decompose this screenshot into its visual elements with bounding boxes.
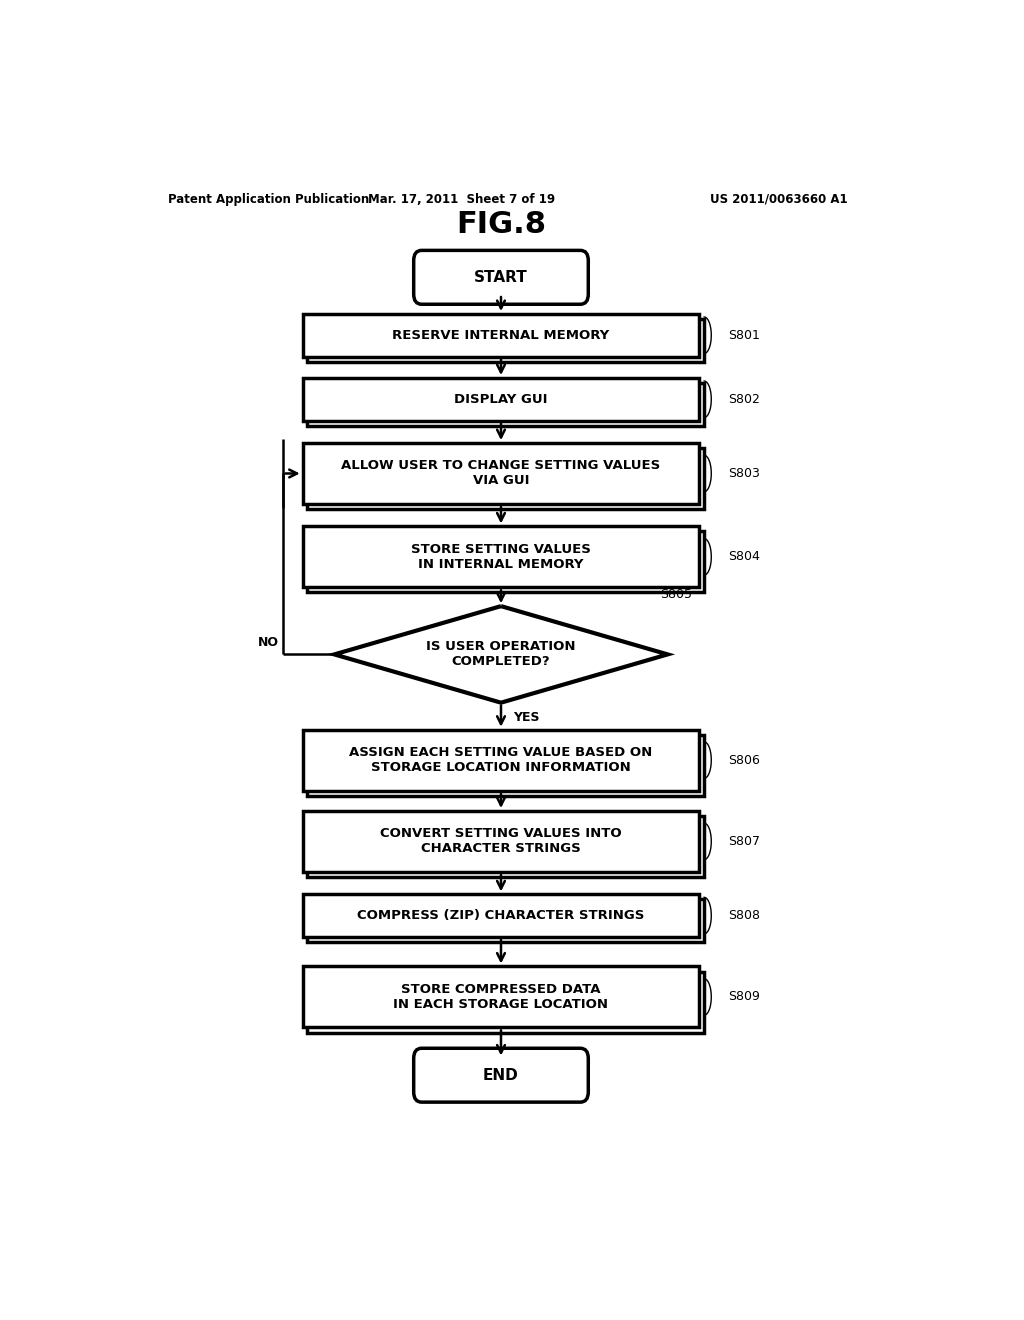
Text: START: START [474, 269, 527, 285]
Text: ASSIGN EACH SETTING VALUE BASED ON
STORAGE LOCATION INFORMATION: ASSIGN EACH SETTING VALUE BASED ON STORA… [349, 746, 652, 774]
FancyBboxPatch shape [414, 1048, 588, 1102]
Text: STORE SETTING VALUES
IN INTERNAL MEMORY: STORE SETTING VALUES IN INTERNAL MEMORY [411, 543, 591, 570]
Bar [307, 972, 705, 1032]
Text: S807: S807 [728, 836, 760, 847]
Text: NO: NO [258, 636, 279, 648]
Bar [307, 319, 705, 362]
Text: RESERVE INTERNAL MEMORY: RESERVE INTERNAL MEMORY [392, 329, 609, 342]
Text: S805: S805 [659, 587, 692, 601]
Text: S806: S806 [728, 754, 760, 767]
Bar [303, 444, 699, 504]
Bar [303, 314, 699, 356]
Bar [307, 447, 705, 510]
Text: S804: S804 [728, 550, 760, 564]
Text: US 2011/0063660 A1: US 2011/0063660 A1 [710, 193, 848, 206]
Text: S808: S808 [728, 909, 760, 923]
Polygon shape [334, 606, 668, 702]
Bar [303, 894, 699, 937]
Bar [303, 378, 699, 421]
Text: YES: YES [513, 710, 540, 723]
Text: Patent Application Publication: Patent Application Publication [168, 193, 369, 206]
Text: S803: S803 [728, 467, 760, 480]
Bar [307, 899, 705, 942]
Bar [303, 810, 699, 873]
Text: CONVERT SETTING VALUES INTO
CHARACTER STRINGS: CONVERT SETTING VALUES INTO CHARACTER ST… [380, 828, 622, 855]
Text: END: END [483, 1068, 519, 1082]
Bar [307, 532, 705, 593]
Bar [303, 730, 699, 791]
Bar [307, 816, 705, 876]
Text: S802: S802 [728, 393, 760, 405]
Text: STORE COMPRESSED DATA
IN EACH STORAGE LOCATION: STORE COMPRESSED DATA IN EACH STORAGE LO… [393, 983, 608, 1011]
Bar [307, 383, 705, 426]
Text: COMPRESS (ZIP) CHARACTER STRINGS: COMPRESS (ZIP) CHARACTER STRINGS [357, 909, 645, 923]
FancyBboxPatch shape [414, 251, 588, 304]
Text: Mar. 17, 2011  Sheet 7 of 19: Mar. 17, 2011 Sheet 7 of 19 [368, 193, 555, 206]
Bar [307, 735, 705, 796]
Text: IS USER OPERATION
COMPLETED?: IS USER OPERATION COMPLETED? [426, 640, 575, 668]
Bar [303, 527, 699, 587]
Text: DISPLAY GUI: DISPLAY GUI [455, 393, 548, 405]
Text: S809: S809 [728, 990, 760, 1003]
Bar [303, 966, 699, 1027]
Text: FIG.8: FIG.8 [456, 210, 546, 239]
Text: S801: S801 [728, 329, 760, 342]
Text: ALLOW USER TO CHANGE SETTING VALUES
VIA GUI: ALLOW USER TO CHANGE SETTING VALUES VIA … [341, 459, 660, 487]
